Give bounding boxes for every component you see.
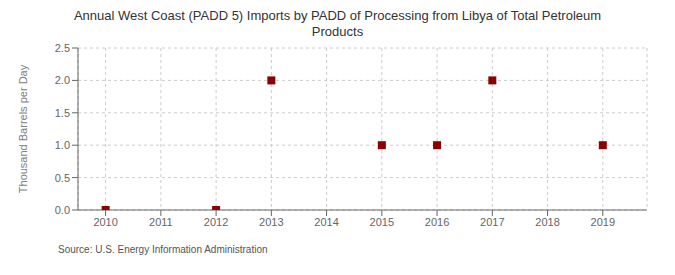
svg-text:2010: 2010	[93, 216, 117, 228]
html-text:Source: U.S. Energy Informatio: Source: U.S. Energy Information Administ…	[58, 244, 268, 255]
html-text:Products: Products	[311, 24, 364, 39]
svg-text:2013: 2013	[259, 216, 283, 228]
svg-text:2019: 2019	[591, 216, 615, 228]
svg-text:2017: 2017	[480, 216, 504, 228]
svg-text:2.0: 2.0	[55, 74, 70, 86]
svg-text:2012: 2012	[204, 216, 228, 228]
svg-text:1.5: 1.5	[55, 107, 70, 119]
svg-text:2018: 2018	[535, 216, 559, 228]
svg-text:0.0: 0.0	[55, 204, 70, 216]
svg-text:Thousand Barrels per Day: Thousand Barrels per Day	[17, 64, 29, 193]
svg-text:2015: 2015	[370, 216, 394, 228]
svg-text:2011: 2011	[149, 216, 173, 228]
svg-text:2014: 2014	[314, 216, 338, 228]
svg-text:1.0: 1.0	[55, 139, 70, 151]
html-text:Annual West Coast (PADD 5) Imp: Annual West Coast (PADD 5) Imports by PA…	[73, 8, 602, 23]
svg-text:0.5: 0.5	[55, 172, 70, 184]
svg-text:2016: 2016	[425, 216, 449, 228]
svg-text:2.5: 2.5	[55, 42, 70, 54]
